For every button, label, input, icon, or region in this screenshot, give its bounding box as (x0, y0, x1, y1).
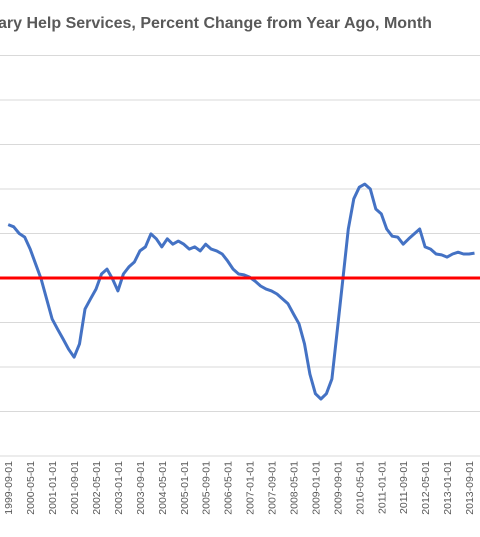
x-tick-label: 2009-09-01 (332, 461, 344, 515)
x-tick-label: 2011-01-01 (376, 461, 388, 514)
x-tick-label: 2007-09-01 (267, 461, 279, 515)
x-tick-label: 2013-01-01 (442, 461, 454, 515)
x-tick-label: 2008-05-01 (288, 461, 300, 515)
x-tick-label: 1999-09-01 (3, 461, 15, 515)
chart-title: ary Help Services, Percent Change from Y… (0, 15, 432, 32)
x-tick-label: 2009-01-01 (310, 461, 322, 515)
data-line (7, 182, 475, 401)
x-tick-label: 2010-05-01 (354, 461, 366, 515)
x-tick-label: 2002-05-01 (91, 461, 103, 515)
x-tick-label: 2005-01-01 (179, 461, 191, 515)
x-tick-label: 2011-09-01 (398, 461, 410, 514)
x-tick-label: 2001-09-01 (69, 461, 81, 515)
x-tick-label: 2012-05-01 (420, 461, 432, 515)
x-tick-label: 2000-05-01 (25, 461, 37, 515)
x-tick-label: 2013-09-01 (464, 461, 476, 515)
x-tick-label: 2005-09-01 (201, 461, 213, 515)
x-tick-label: 2007-01-01 (245, 461, 257, 515)
x-tick-label: 2001-01-01 (47, 461, 59, 515)
x-tick-label: 2003-01-01 (113, 461, 125, 515)
x-tick-label: 2003-09-01 (135, 461, 147, 515)
x-tick-label: 2004-05-01 (157, 461, 169, 515)
x-tick-label: 2006-05-01 (223, 461, 235, 515)
